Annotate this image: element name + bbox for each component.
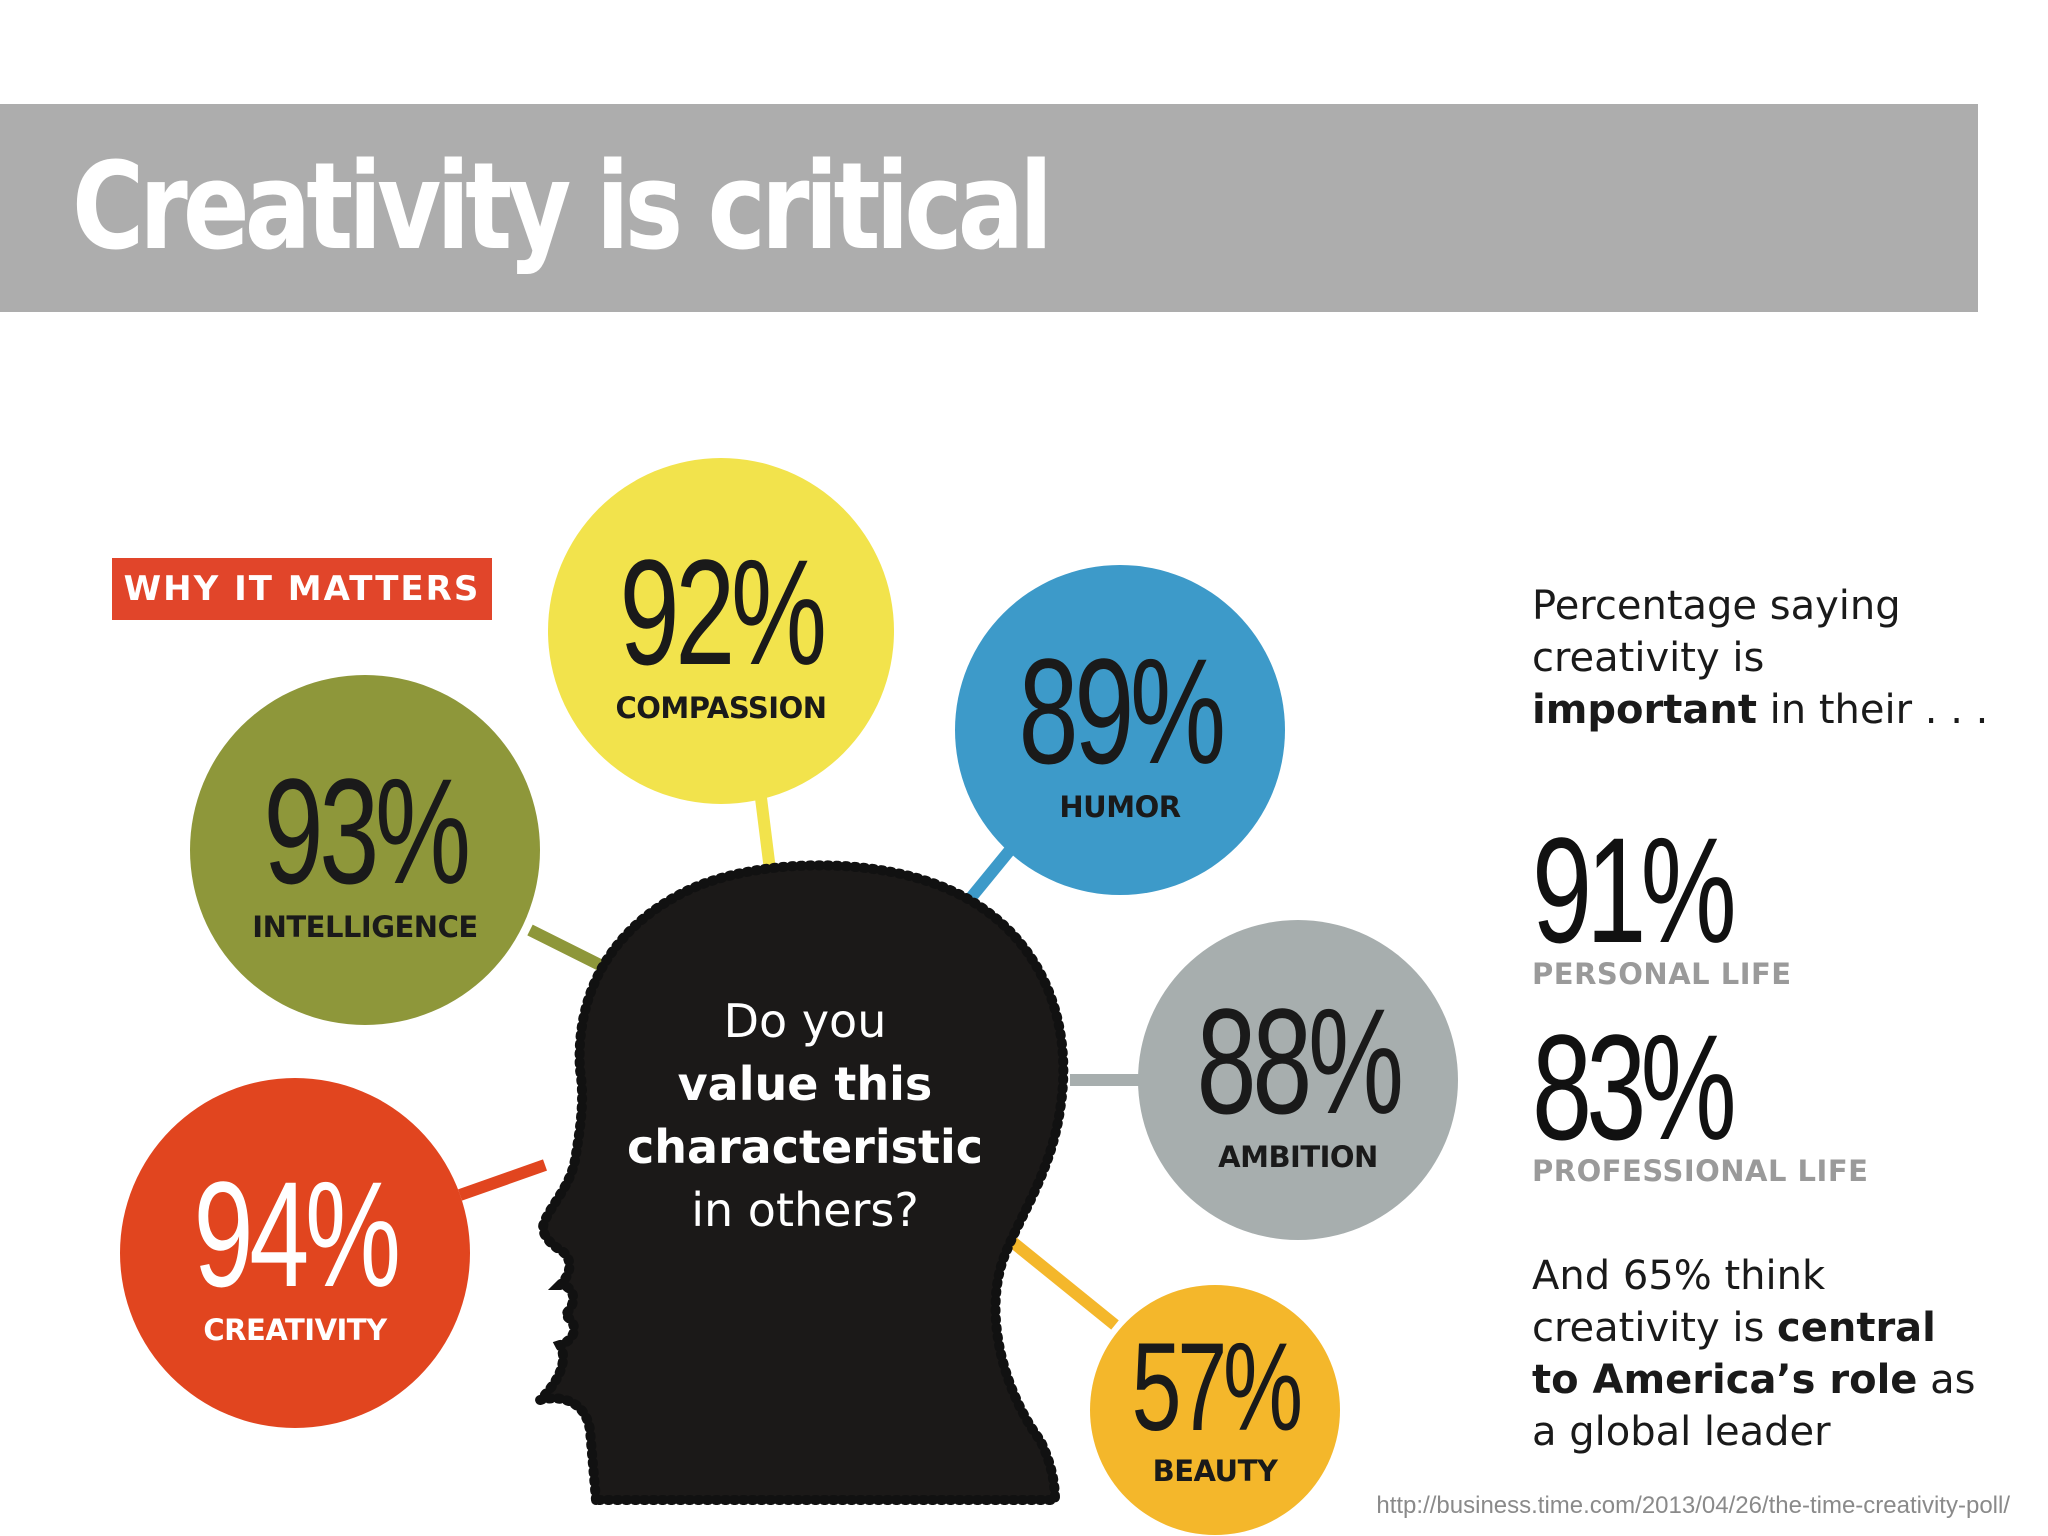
connector-humor (960, 846, 1015, 909)
connector-compassion (754, 789, 776, 871)
label-ambition: AMBITION (1218, 1140, 1378, 1174)
pct-compassion: 92% (619, 528, 827, 696)
question-text: Do you value this characteristic in othe… (626, 994, 984, 1237)
why-it-matters-badge: WHY IT MATTERS (112, 558, 492, 620)
connector-intelligence (527, 924, 613, 976)
connector-beauty (1006, 1235, 1119, 1330)
stat-personal-pct: 91% (1532, 806, 1737, 974)
source-link[interactable]: http://business.time.com/2013/04/26/the-… (1376, 1492, 2010, 1519)
bubble-ambition: 88% AMBITION (1138, 920, 1458, 1240)
bubble-intelligence: 93% INTELLIGENCE (190, 675, 540, 1025)
bubble-compassion: 92% COMPASSION (548, 458, 894, 804)
pct-beauty: 57% (1131, 1318, 1302, 1457)
pct-intelligence: 93% (263, 747, 471, 915)
bubble-beauty: 57% BEAUTY (1090, 1285, 1340, 1535)
label-humor: HUMOR (1059, 790, 1181, 824)
bubble-creativity: 94% CREATIVITY (120, 1078, 470, 1428)
title-bar (0, 104, 1978, 312)
stat-personal-label: PERSONAL LIFE (1532, 957, 1792, 991)
pct-ambition: 88% (1196, 977, 1404, 1145)
slide-title: Creativity is critical (72, 138, 1053, 277)
connector-creativity (458, 1159, 547, 1201)
stat-professional: 83% PROFESSIONAL LIFE (1532, 1012, 1992, 1188)
side-intro: Percentage saying creativity is importan… (1532, 583, 1989, 733)
label-creativity: CREATIVITY (203, 1313, 387, 1347)
label-intelligence: INTELLIGENCE (252, 910, 478, 944)
pct-humor: 89% (1018, 627, 1226, 795)
label-beauty: BEAUTY (1152, 1454, 1278, 1488)
head-silhouette (523, 860, 1069, 1505)
bubble-humor: 89% HUMOR (955, 565, 1285, 895)
stat-professional-pct: 83% (1532, 1003, 1737, 1171)
pct-creativity: 94% (193, 1150, 401, 1318)
stat-professional-label: PROFESSIONAL LIFE (1532, 1154, 1869, 1188)
label-compassion: COMPASSION (615, 691, 827, 725)
stat-personal: 91% PERSONAL LIFE (1532, 815, 1992, 991)
side-outro: And 65% think creativity is central to A… (1532, 1253, 1976, 1455)
